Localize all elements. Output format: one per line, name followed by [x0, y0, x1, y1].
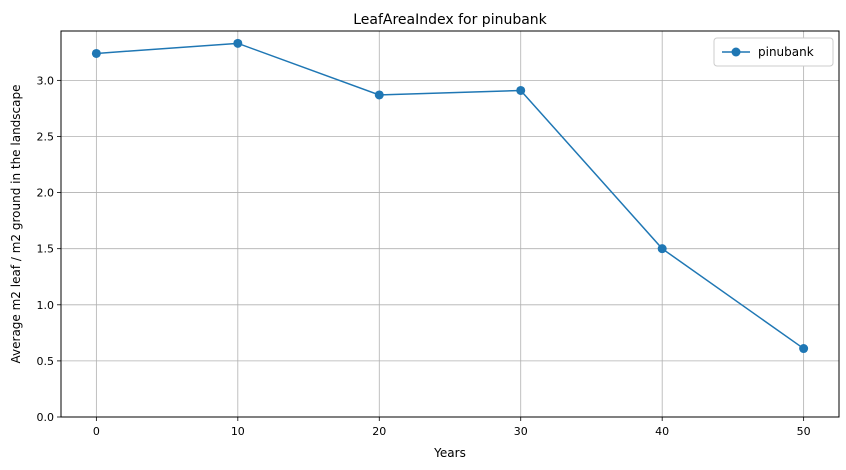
y-tick-label: 0.5 — [37, 355, 55, 368]
y-tick-label: 2.0 — [37, 187, 55, 200]
axis-ticks: 0 10 20 30 40 50 0.0 0.5 1.0 1.5 2.0 2.5 3.0 — [37, 74, 811, 438]
legend-box — [713, 37, 834, 67]
legend-label-pinubank: pinubank — [758, 45, 814, 59]
data-point-pinubank — [516, 85, 526, 95]
chart-title: LeafAreaIndex for pinubank — [353, 12, 547, 28]
series-layer — [91, 38, 809, 354]
y-tick-label: 2.5 — [37, 130, 55, 143]
x-tick-label: 40 — [655, 425, 669, 438]
y-tick-label: 1.5 — [37, 243, 55, 256]
x-tick-label: 30 — [514, 425, 528, 438]
x-axis-label: Years — [433, 446, 466, 460]
x-tick-label: 0 — [93, 425, 100, 438]
data-point-pinubank — [374, 90, 384, 100]
y-tick-label: 0.0 — [37, 411, 55, 424]
x-tick-label: 20 — [372, 425, 386, 438]
series-line-pinubank — [96, 42, 805, 350]
y-axis-label: Average m2 leaf / m2 ground in the lands… — [9, 85, 23, 364]
legend: pinubank — [713, 37, 834, 67]
x-tick-label: 10 — [231, 425, 245, 438]
data-point-pinubank — [233, 38, 243, 48]
y-tick-label: 3.0 — [37, 74, 55, 87]
y-tick-label: 1.0 — [37, 299, 55, 312]
grid-lines — [61, 31, 839, 418]
x-tick-label: 50 — [797, 425, 811, 438]
data-point-pinubank — [799, 344, 809, 354]
data-point-pinubank — [91, 48, 101, 58]
plot-frame — [60, 30, 840, 418]
legend-marker-pinubank — [731, 47, 741, 57]
data-point-pinubank — [657, 244, 667, 254]
